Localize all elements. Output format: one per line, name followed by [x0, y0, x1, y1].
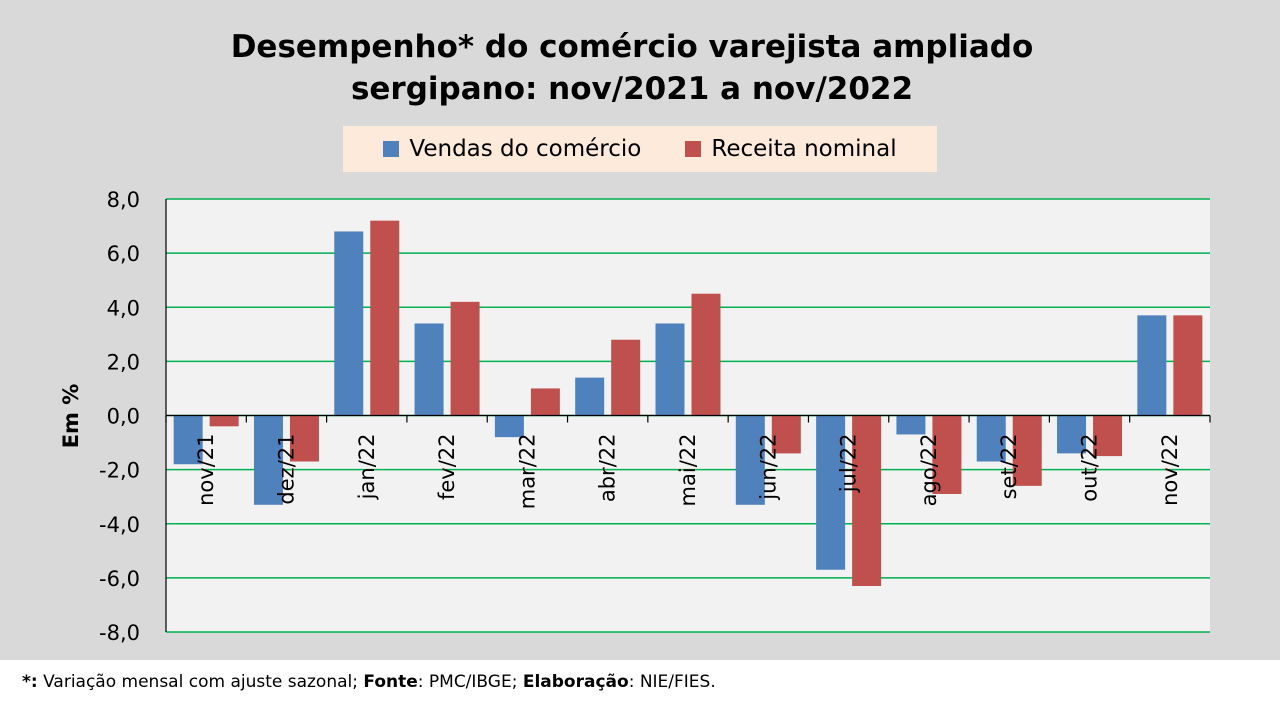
footnote-source-value: : PMC/IBGE; — [417, 672, 523, 692]
bar-vendas — [896, 415, 926, 435]
bar-vendas — [655, 323, 685, 416]
y-tick-label: -8,0 — [99, 621, 140, 645]
legend-swatch-vendas — [383, 141, 400, 157]
bar-receita — [209, 415, 239, 427]
legend-label-vendas: Vendas do comércio — [409, 136, 642, 162]
bar-receita — [932, 415, 962, 494]
footnote-marker: *: — [22, 672, 38, 692]
x-category-label: abr/22 — [596, 434, 620, 503]
x-category-label: jun/22 — [756, 434, 780, 501]
x-category-label: jul/22 — [837, 434, 861, 494]
x-category-label: set/22 — [997, 434, 1021, 500]
bar-receita — [1012, 415, 1042, 486]
bar-vendas — [1057, 415, 1087, 454]
y-tick-label: -2,0 — [99, 459, 140, 483]
bar-vendas — [735, 415, 765, 505]
y-tick-label: -4,0 — [99, 513, 140, 537]
bar-receita — [530, 388, 560, 416]
bar-receita — [852, 415, 882, 586]
y-tick-label: 6,0 — [107, 242, 140, 266]
footnote-source-label: Fonte — [363, 672, 418, 692]
bar-vendas — [253, 415, 283, 505]
footnote: *: Variação mensal com ajuste sazonal; F… — [22, 672, 716, 692]
chart-legend: Vendas do comércio Receita nominal — [343, 126, 937, 172]
x-category-label: nov/21 — [194, 434, 218, 506]
bar-vendas — [173, 415, 203, 465]
y-tick-label: 2,0 — [107, 350, 140, 374]
bar-receita — [289, 415, 319, 462]
bar-chart: 8,0 6,0 4,0 2,0 0,0 -2,0 -4,0 -6,0 -8,0 Em % nov/2… — [59, 188, 1211, 645]
bar-vendas — [816, 415, 846, 570]
bar-receita — [1173, 315, 1203, 416]
footnote-credit-value: : NIE/FIES. — [628, 672, 716, 692]
footnote-note: Variação mensal com ajuste sazonal; — [37, 672, 364, 692]
chart-title-line-2: sergipano: nov/2021 a nov/2022 — [350, 71, 914, 107]
bar-vendas — [1137, 315, 1167, 416]
x-category-label: dez/21 — [274, 434, 298, 505]
y-tick-label: 8,0 — [107, 188, 140, 212]
x-category-label: mai/22 — [676, 434, 700, 507]
x-category-label: fev/22 — [435, 434, 459, 501]
bar-receita — [450, 301, 480, 416]
x-category-label: out/22 — [1078, 434, 1102, 502]
bar-vendas — [976, 415, 1006, 462]
legend-item-vendas: Vendas do comércio — [383, 136, 641, 162]
legend-swatch-receita — [685, 141, 702, 157]
x-category-label: ago/22 — [917, 434, 941, 507]
bar-vendas — [575, 377, 605, 416]
bar-receita — [1093, 415, 1123, 457]
x-category-label: nov/22 — [1158, 434, 1182, 506]
bar-vendas — [494, 415, 524, 438]
bar-receita — [691, 293, 721, 416]
y-tick-label: -6,0 — [99, 567, 140, 591]
legend-label-receita: Receita nominal — [711, 136, 897, 162]
bar-receita — [771, 415, 801, 454]
legend-item-receita: Receita nominal — [685, 136, 897, 162]
bar-vendas — [414, 323, 444, 416]
bar-vendas — [334, 231, 364, 416]
footnote-credit-label: Elaboração — [522, 672, 629, 692]
chart-title: Desempenho* do comércio varejista amplia… — [0, 26, 1264, 110]
y-tick-label: 4,0 — [107, 296, 140, 320]
x-category-label: jan/22 — [355, 434, 379, 501]
y-tick-label: 0,0 — [107, 405, 140, 429]
x-category-label: mar/22 — [515, 434, 539, 510]
y-axis-title: Em % — [59, 384, 83, 449]
chart-title-line-1: Desempenho* do comércio varejista amplia… — [230, 29, 1034, 65]
bar-receita — [370, 220, 400, 416]
bar-receita — [611, 339, 641, 416]
